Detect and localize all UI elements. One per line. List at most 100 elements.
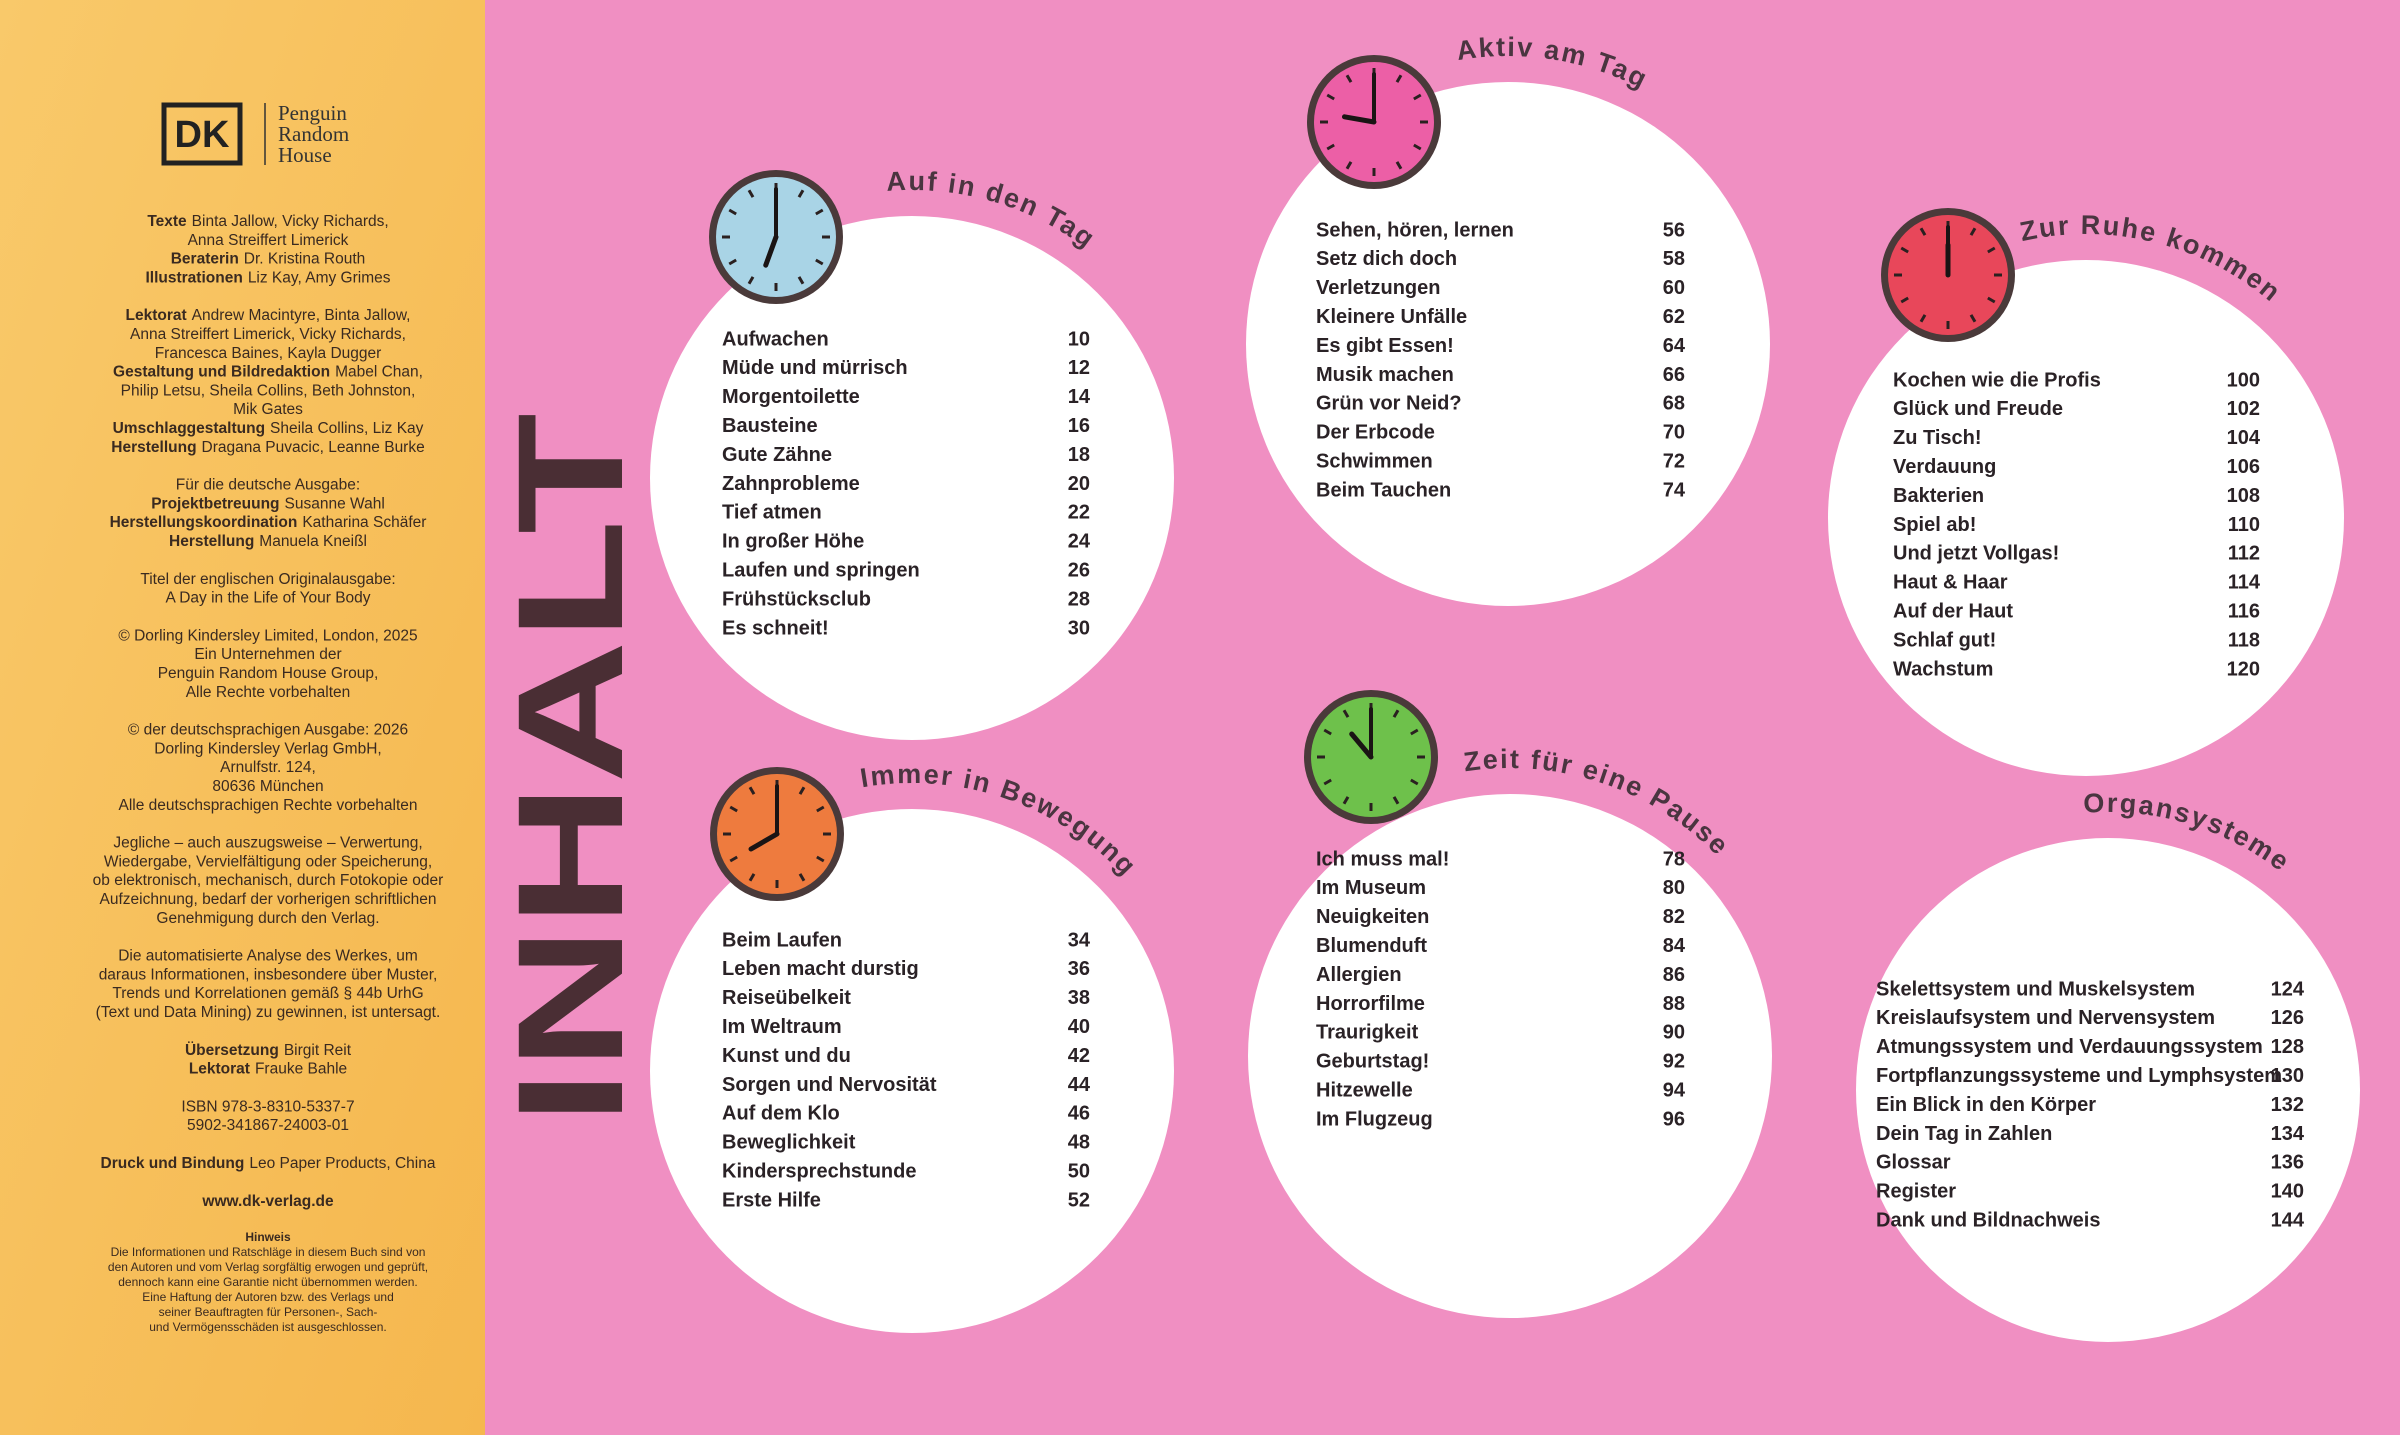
entry-page: 82	[1663, 906, 1685, 928]
entry-label: Ich muss mal!	[1316, 848, 1449, 870]
entry-page: 30	[1068, 617, 1090, 639]
imprint-line: Lektorat Andrew Macintyre, Binta Jallow,	[126, 307, 411, 324]
entry-label: Skelettsystem und Muskelsystem	[1876, 978, 2195, 1000]
entry-label: Kochen wie die Profis	[1893, 369, 2101, 391]
imprint-text: Frauke Bahle	[255, 1061, 347, 1078]
entry-page: 64	[1663, 335, 1686, 357]
imprint-line: © Dorling Kindersley Limited, London, 20…	[118, 627, 417, 644]
entry-page: 90	[1663, 1022, 1685, 1044]
entry-page: 102	[2227, 398, 2260, 420]
clock-tick	[815, 258, 824, 266]
imprint-line: (Text und Data Mining) zu gewinnen, ist …	[96, 1004, 441, 1021]
clock-hand	[748, 831, 780, 852]
entry-label: Aufwachen	[722, 328, 829, 350]
imprint-line: Genehmigung durch den Verlag.	[156, 910, 379, 927]
imprint-line: Beraterin Dr. Kristina Routh	[171, 251, 366, 268]
clock-tick	[1919, 227, 1927, 236]
imprint-text: © Dorling Kindersley Limited, London, 20…	[118, 627, 417, 644]
toc-circle	[650, 809, 1174, 1333]
entry-label: Frühstücksclub	[722, 588, 871, 610]
entry-page: 140	[2271, 1181, 2304, 1203]
entry-page: 72	[1663, 450, 1685, 472]
entry-page: 124	[2271, 978, 2305, 1000]
entry-label: Müde und mürrisch	[722, 357, 908, 379]
entry-label: Sehen, hören, lernen	[1316, 219, 1514, 241]
clock-tick	[1342, 796, 1350, 805]
entry-label: Ein Blick in den Körper	[1876, 1094, 2096, 1116]
entry-label: Beim Tauchen	[1316, 479, 1451, 501]
entry-label: Es schneit!	[722, 617, 829, 639]
imprint-text: Alle deutschsprachigen Rechte vorbehalte…	[119, 797, 418, 814]
clock-tick	[798, 786, 806, 795]
imprint-text: Trends und Korrelationen gemäß § 44b Urh…	[112, 985, 423, 1002]
entry-label: Kindersprechstunde	[722, 1160, 916, 1182]
notice-line: und Vermögensschäden ist ausgeschlossen.	[149, 1320, 387, 1334]
entry-page: 22	[1068, 502, 1090, 524]
imprint-text: Andrew Macintyre, Binta Jallow,	[192, 307, 411, 324]
imprint-text: Ein Unternehmen der	[194, 646, 341, 663]
entry-page: 14	[1068, 386, 1091, 408]
imprint-bold: Lektorat	[189, 1061, 250, 1078]
imprint-line: Illustrationen Liz Kay, Amy Grimes	[145, 269, 390, 286]
logo-text: Random	[278, 122, 349, 146]
page-title: INHALT	[486, 413, 654, 1125]
imprint-text: Dragana Puvacic, Leanne Burke	[202, 439, 425, 456]
imprint-text: (Text und Data Mining) zu gewinnen, ist …	[96, 1004, 441, 1021]
entry-label: Bausteine	[722, 415, 818, 437]
entry-label: Kunst und du	[722, 1045, 851, 1067]
imprint-text: Katharina Schäfer	[302, 514, 426, 531]
entry-page: 104	[2227, 427, 2261, 449]
entry-page: 46	[1068, 1103, 1090, 1125]
imprint-text: Manuela Kneißl	[259, 533, 367, 550]
clock-tick	[748, 873, 756, 882]
entry-page: 80	[1663, 877, 1685, 899]
entry-label: Fortpflanzungssysteme und Lymphsystem	[1876, 1065, 2282, 1087]
imprint-bold: Projektbetreuung	[151, 495, 279, 512]
entry-label: Kleinere Unfälle	[1316, 306, 1467, 328]
imprint-line: © der deutschsprachigen Ausgabe: 2026	[128, 722, 408, 739]
imprint-text: Mabel Chan,	[335, 364, 423, 381]
clock-tick	[1392, 709, 1400, 718]
entry-label: Im Museum	[1316, 877, 1426, 899]
entry-page: 44	[1068, 1074, 1091, 1096]
imprint-bold: Gestaltung und Bildredaktion	[113, 364, 330, 381]
entry-page: 20	[1068, 473, 1090, 495]
imprint-line: ISBN 978-3-8310-5337-7	[181, 1098, 354, 1115]
clock-tick	[1323, 778, 1332, 786]
imprint-text: Susanne Wahl	[285, 495, 385, 512]
imprint-text: © der deutschsprachigen Ausgabe: 2026	[128, 722, 408, 739]
imprint-bold: Herstellung	[111, 439, 196, 456]
clock-tick	[1345, 74, 1353, 83]
imprint-bold: Beraterin	[171, 251, 239, 268]
clock-tick	[797, 189, 805, 198]
clock-tick	[729, 805, 738, 813]
imprint-line: Mik Gates	[233, 401, 303, 418]
clock-tick	[1410, 778, 1419, 786]
entry-page: 114	[2228, 572, 2261, 594]
entry-label: Hitzewelle	[1316, 1079, 1413, 1101]
entry-label: Spiel ab!	[1893, 514, 1976, 536]
imprint-line: Gestaltung und Bildredaktion Mabel Chan,	[113, 364, 423, 381]
imprint-line: Texte Binta Jallow, Vicky Richards,	[147, 213, 388, 230]
imprint-text: Binta Jallow, Vicky Richards,	[192, 213, 389, 230]
entry-page: 62	[1663, 306, 1685, 328]
entry-page: 56	[1663, 219, 1685, 241]
entry-label: Laufen und springen	[722, 559, 920, 581]
entry-page: 136	[2271, 1152, 2304, 1174]
imprint-line: Die automatisierte Analyse des Werkes, u…	[118, 948, 418, 965]
imprint-text: Alle Rechte vorbehalten	[186, 684, 351, 701]
entry-page: 110	[2228, 514, 2260, 536]
entry-label: Auf dem Klo	[722, 1103, 840, 1125]
imprint-text: Liz Kay, Amy Grimes	[248, 269, 391, 286]
entry-label: Verletzungen	[1316, 277, 1440, 299]
imprint-text: Genehmigung durch den Verlag.	[156, 910, 379, 927]
clock-tick	[1969, 227, 1977, 236]
imprint-text: daraus Informationen, insbesondere über …	[99, 966, 438, 983]
clock-tick	[1413, 93, 1422, 101]
imprint-text: Penguin Random House Group,	[158, 665, 379, 682]
entry-label: Musik machen	[1316, 364, 1454, 386]
imprint-line: 80636 München	[212, 778, 323, 795]
entry-page: 58	[1663, 248, 1685, 270]
